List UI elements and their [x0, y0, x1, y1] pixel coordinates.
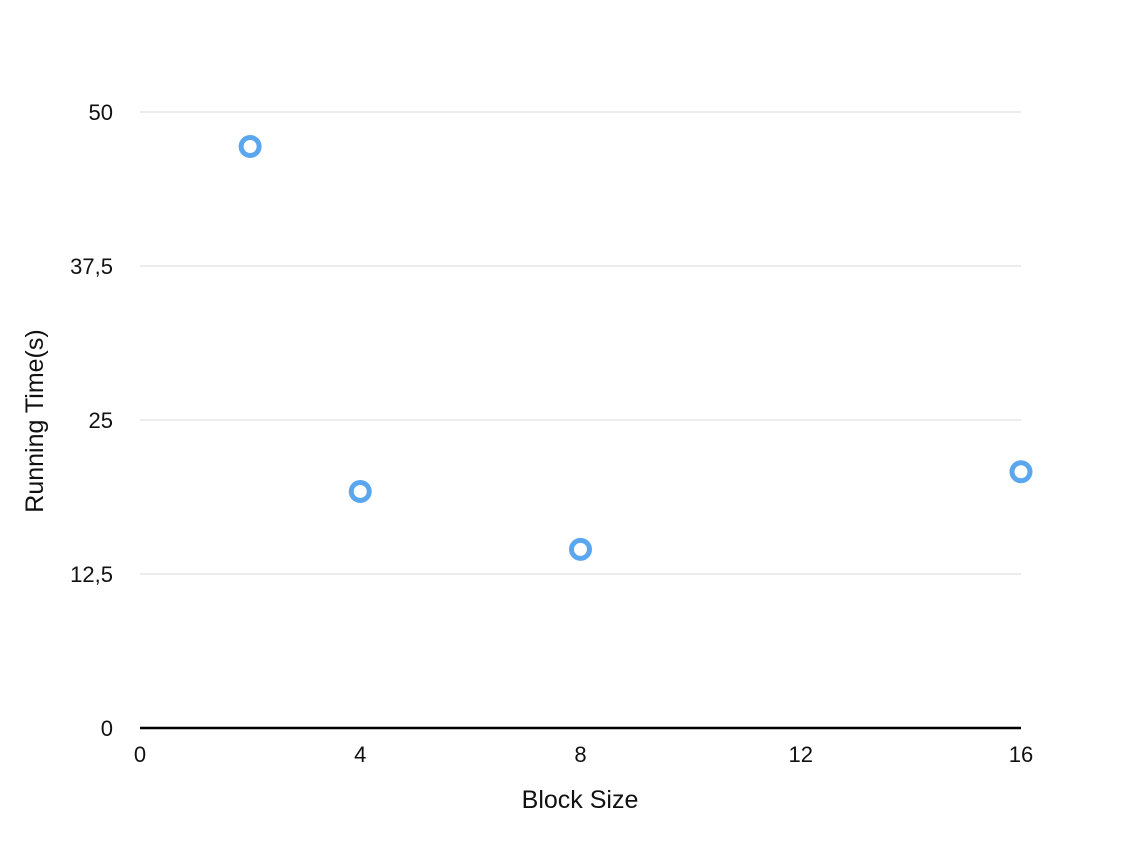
x-tick-label: 0 [134, 742, 146, 767]
y-tick-label: 37,5 [70, 254, 113, 279]
data-points [238, 134, 1033, 561]
y-axis-title: Running Time(s) [21, 329, 49, 512]
data-point [238, 134, 262, 158]
x-tick-label: 4 [354, 742, 366, 767]
x-axis-title: Block Size [522, 786, 639, 814]
data-point [348, 479, 372, 503]
x-tick-labels: 0 4 8 12 16 [134, 742, 1033, 767]
y-tick-label: 0 [101, 716, 113, 741]
x-tick-label: 8 [574, 742, 586, 767]
y-tick-labels: 0 12,5 25 37,5 50 [70, 100, 113, 741]
y-tick-label: 25 [89, 408, 113, 433]
data-point [1009, 460, 1033, 484]
y-tick-label: 12,5 [70, 562, 113, 587]
x-tick-label: 16 [1009, 742, 1033, 767]
data-point [569, 537, 592, 561]
gridlines [140, 111, 1021, 575]
x-tick-label: 12 [789, 742, 813, 767]
y-tick-label: 50 [89, 100, 113, 125]
